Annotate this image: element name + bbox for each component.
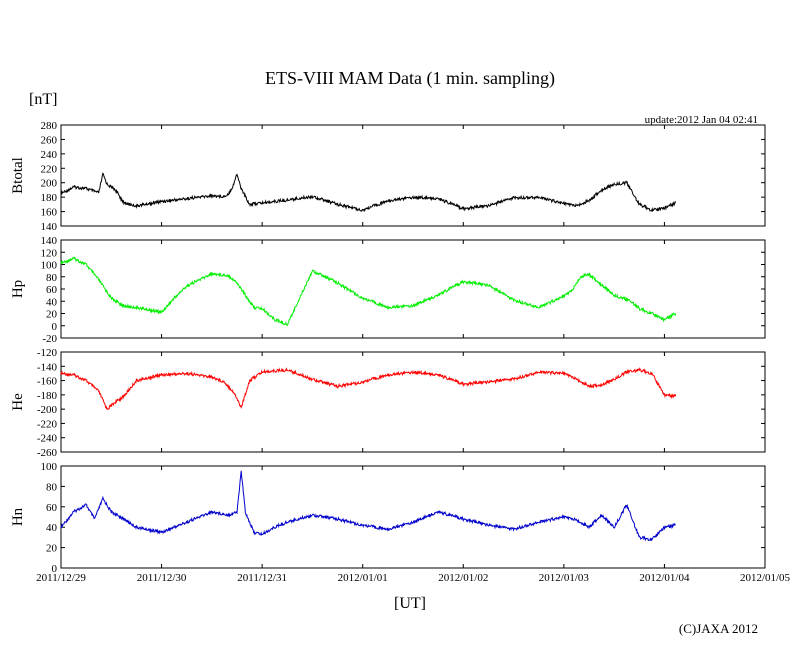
y-tick-label: -160 (37, 376, 58, 388)
x-tick-labels: 2011/12/29 2011/12/30 2011/12/31 2012/01/01… (36, 572, 790, 584)
panel-frame (60, 124, 766, 227)
panel-hn: 100 80 60 40 20 0 Hn (10, 461, 766, 575)
unit-label: [nT] (29, 91, 57, 108)
series-line-hn (60, 470, 677, 542)
y-tick-label: -20 (42, 333, 57, 345)
series-line-btotal (60, 172, 677, 213)
series-line-he (60, 367, 677, 410)
panel-ylabel: Btotal (10, 157, 26, 194)
x-tick-label: 2012/01/04 (639, 572, 690, 584)
y-tick-label: 240 (41, 149, 58, 161)
x-tick-label: 2011/12/30 (137, 572, 187, 584)
y-tick-label: -220 (37, 418, 58, 430)
y-tick-label: -180 (37, 390, 58, 402)
y-tick-label: -200 (37, 404, 58, 416)
y-tick-label: 100 (41, 461, 58, 473)
panel-ylabel: He (10, 393, 26, 411)
panel-ylabel: Hp (10, 280, 26, 298)
y-tick-label: 200 (41, 178, 58, 190)
y-tick-label: 160 (41, 207, 58, 219)
y-tick-label: -140 (37, 361, 58, 373)
y-tick-label: 180 (41, 192, 58, 204)
panel-frame (60, 465, 766, 569)
y-tick-label: 120 (41, 247, 58, 259)
y-tick-label: 0 (52, 321, 58, 333)
y-tick-label: 20 (46, 309, 58, 321)
y-tick-label: 60 (46, 502, 58, 514)
y-tick-label: 220 (41, 163, 58, 175)
y-tick-label: 280 (41, 120, 58, 132)
y-tick-label: 140 (41, 221, 58, 233)
update-label: update:2012 Jan 04 02:41 (645, 114, 758, 126)
x-axis-label: [UT] (394, 595, 426, 612)
y-tick-label: 60 (46, 284, 58, 296)
copyright-label: (C)JAXA 2012 (679, 621, 758, 636)
y-tick-label: 80 (46, 272, 58, 284)
series-line-hp (60, 256, 677, 327)
y-tick-label: 100 (41, 260, 58, 272)
x-tick-label: 2012/01/05 (740, 572, 791, 584)
x-tick-label: 2011/12/31 (237, 572, 287, 584)
y-tick-label: -120 (37, 347, 58, 359)
x-tick-label: 2012/01/03 (539, 572, 590, 584)
x-tick-label: 2011/12/29 (36, 572, 86, 584)
y-tick-label: 0 (52, 563, 58, 575)
x-tick-label: 2012/01/01 (338, 572, 388, 584)
y-tick-label: 40 (46, 522, 58, 534)
panel-btotal: 280 260 240 220 200 180 160 140 Btotal (10, 120, 766, 233)
panel-ylabel: Hn (10, 507, 26, 526)
y-tick-label: 140 (41, 235, 58, 247)
y-tick-label: 20 (46, 543, 58, 555)
y-tick-label: 260 (41, 134, 58, 146)
y-tick-label: 40 (46, 296, 58, 308)
chart-title: ETS-VIII MAM Data (1 min. sampling) (265, 68, 555, 89)
panel-frame (60, 239, 766, 339)
panel-frame (60, 351, 766, 453)
y-tick-label: -260 (37, 447, 58, 459)
x-tick-label: 2012/01/02 (438, 572, 488, 584)
y-tick-label: -240 (37, 433, 58, 445)
y-tick-label: 80 (46, 481, 58, 493)
panels-group: 280260240220200180160140Btotal1401201008… (10, 120, 791, 584)
panel-he: -120 -140 -160 -180 -200 -220 -240 -260 He (10, 347, 766, 459)
